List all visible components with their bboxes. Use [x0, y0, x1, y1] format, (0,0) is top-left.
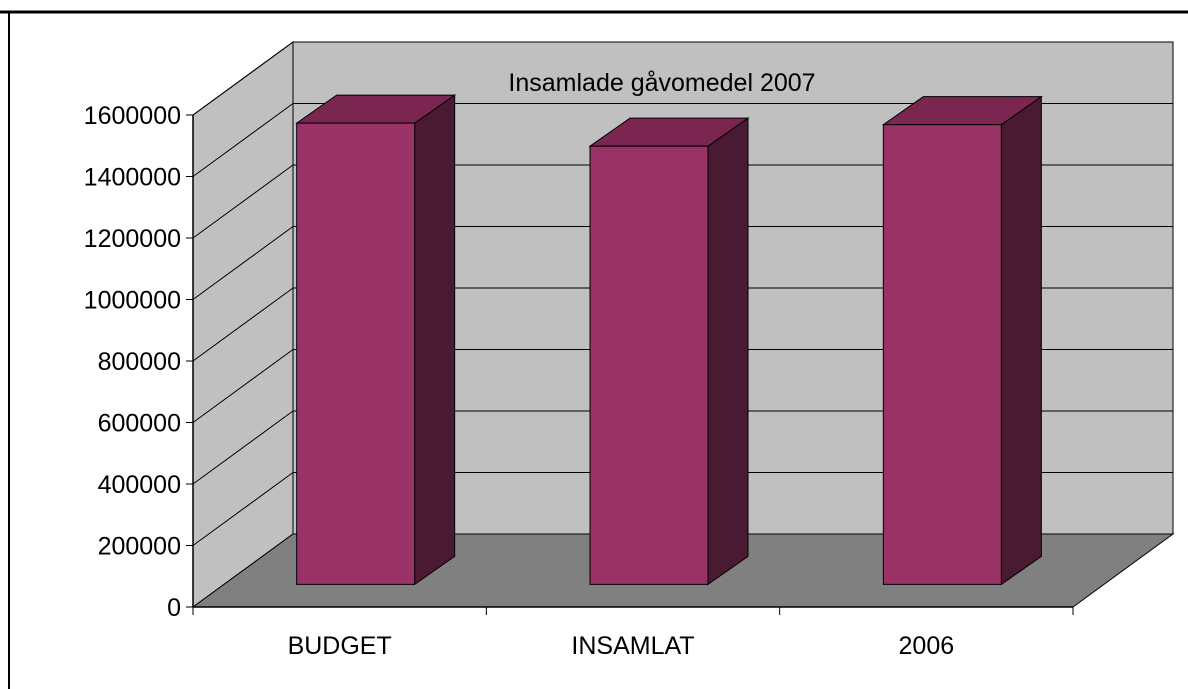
gridline-side — [192, 472, 294, 546]
gridline-side — [192, 287, 294, 362]
gridline-side — [192, 349, 294, 423]
y-tick-label: 600000 — [98, 410, 181, 438]
y-axis-tick-labels: 0 200000 400000 600000 800000 1000000 1200000 1… — [84, 102, 193, 622]
gridline-side — [192, 226, 294, 300]
x-category-label: 2006 — [899, 632, 955, 660]
gridline-side — [192, 41, 294, 116]
y-tick-label: 1200000 — [84, 225, 181, 253]
bar-front-face — [589, 145, 709, 585]
bar-side-face — [414, 94, 456, 586]
gridline-side — [192, 164, 294, 239]
x-axis-category-labels: BUDGET INSAMLAT 2006 — [192, 607, 1074, 660]
bar-front-face — [296, 122, 416, 585]
y-tick-label: 0 — [167, 594, 181, 622]
bars — [295, 94, 1043, 586]
y-tick-label: 200000 — [98, 533, 181, 561]
x-category-label: INSAMLAT — [571, 632, 694, 660]
bar-front-face — [882, 124, 1002, 585]
x-category-label: BUDGET — [288, 632, 392, 660]
gridline-side — [192, 103, 294, 177]
y-tick-label: 1000000 — [84, 287, 181, 315]
y-tick-label: 800000 — [98, 348, 181, 376]
y-tick-label: 1400000 — [84, 164, 181, 192]
y-tick-label: 1600000 — [84, 102, 181, 130]
bar-budget — [295, 94, 457, 586]
bar-insamlat — [588, 117, 750, 586]
chart-title: Insamlade gåvomedel 2007 — [508, 69, 815, 97]
y-tick-label: 400000 — [98, 471, 181, 499]
gridline-side — [192, 410, 294, 485]
bar-2006 — [881, 95, 1043, 586]
bar-side-face — [1000, 95, 1042, 586]
bar-side-face — [707, 117, 749, 586]
